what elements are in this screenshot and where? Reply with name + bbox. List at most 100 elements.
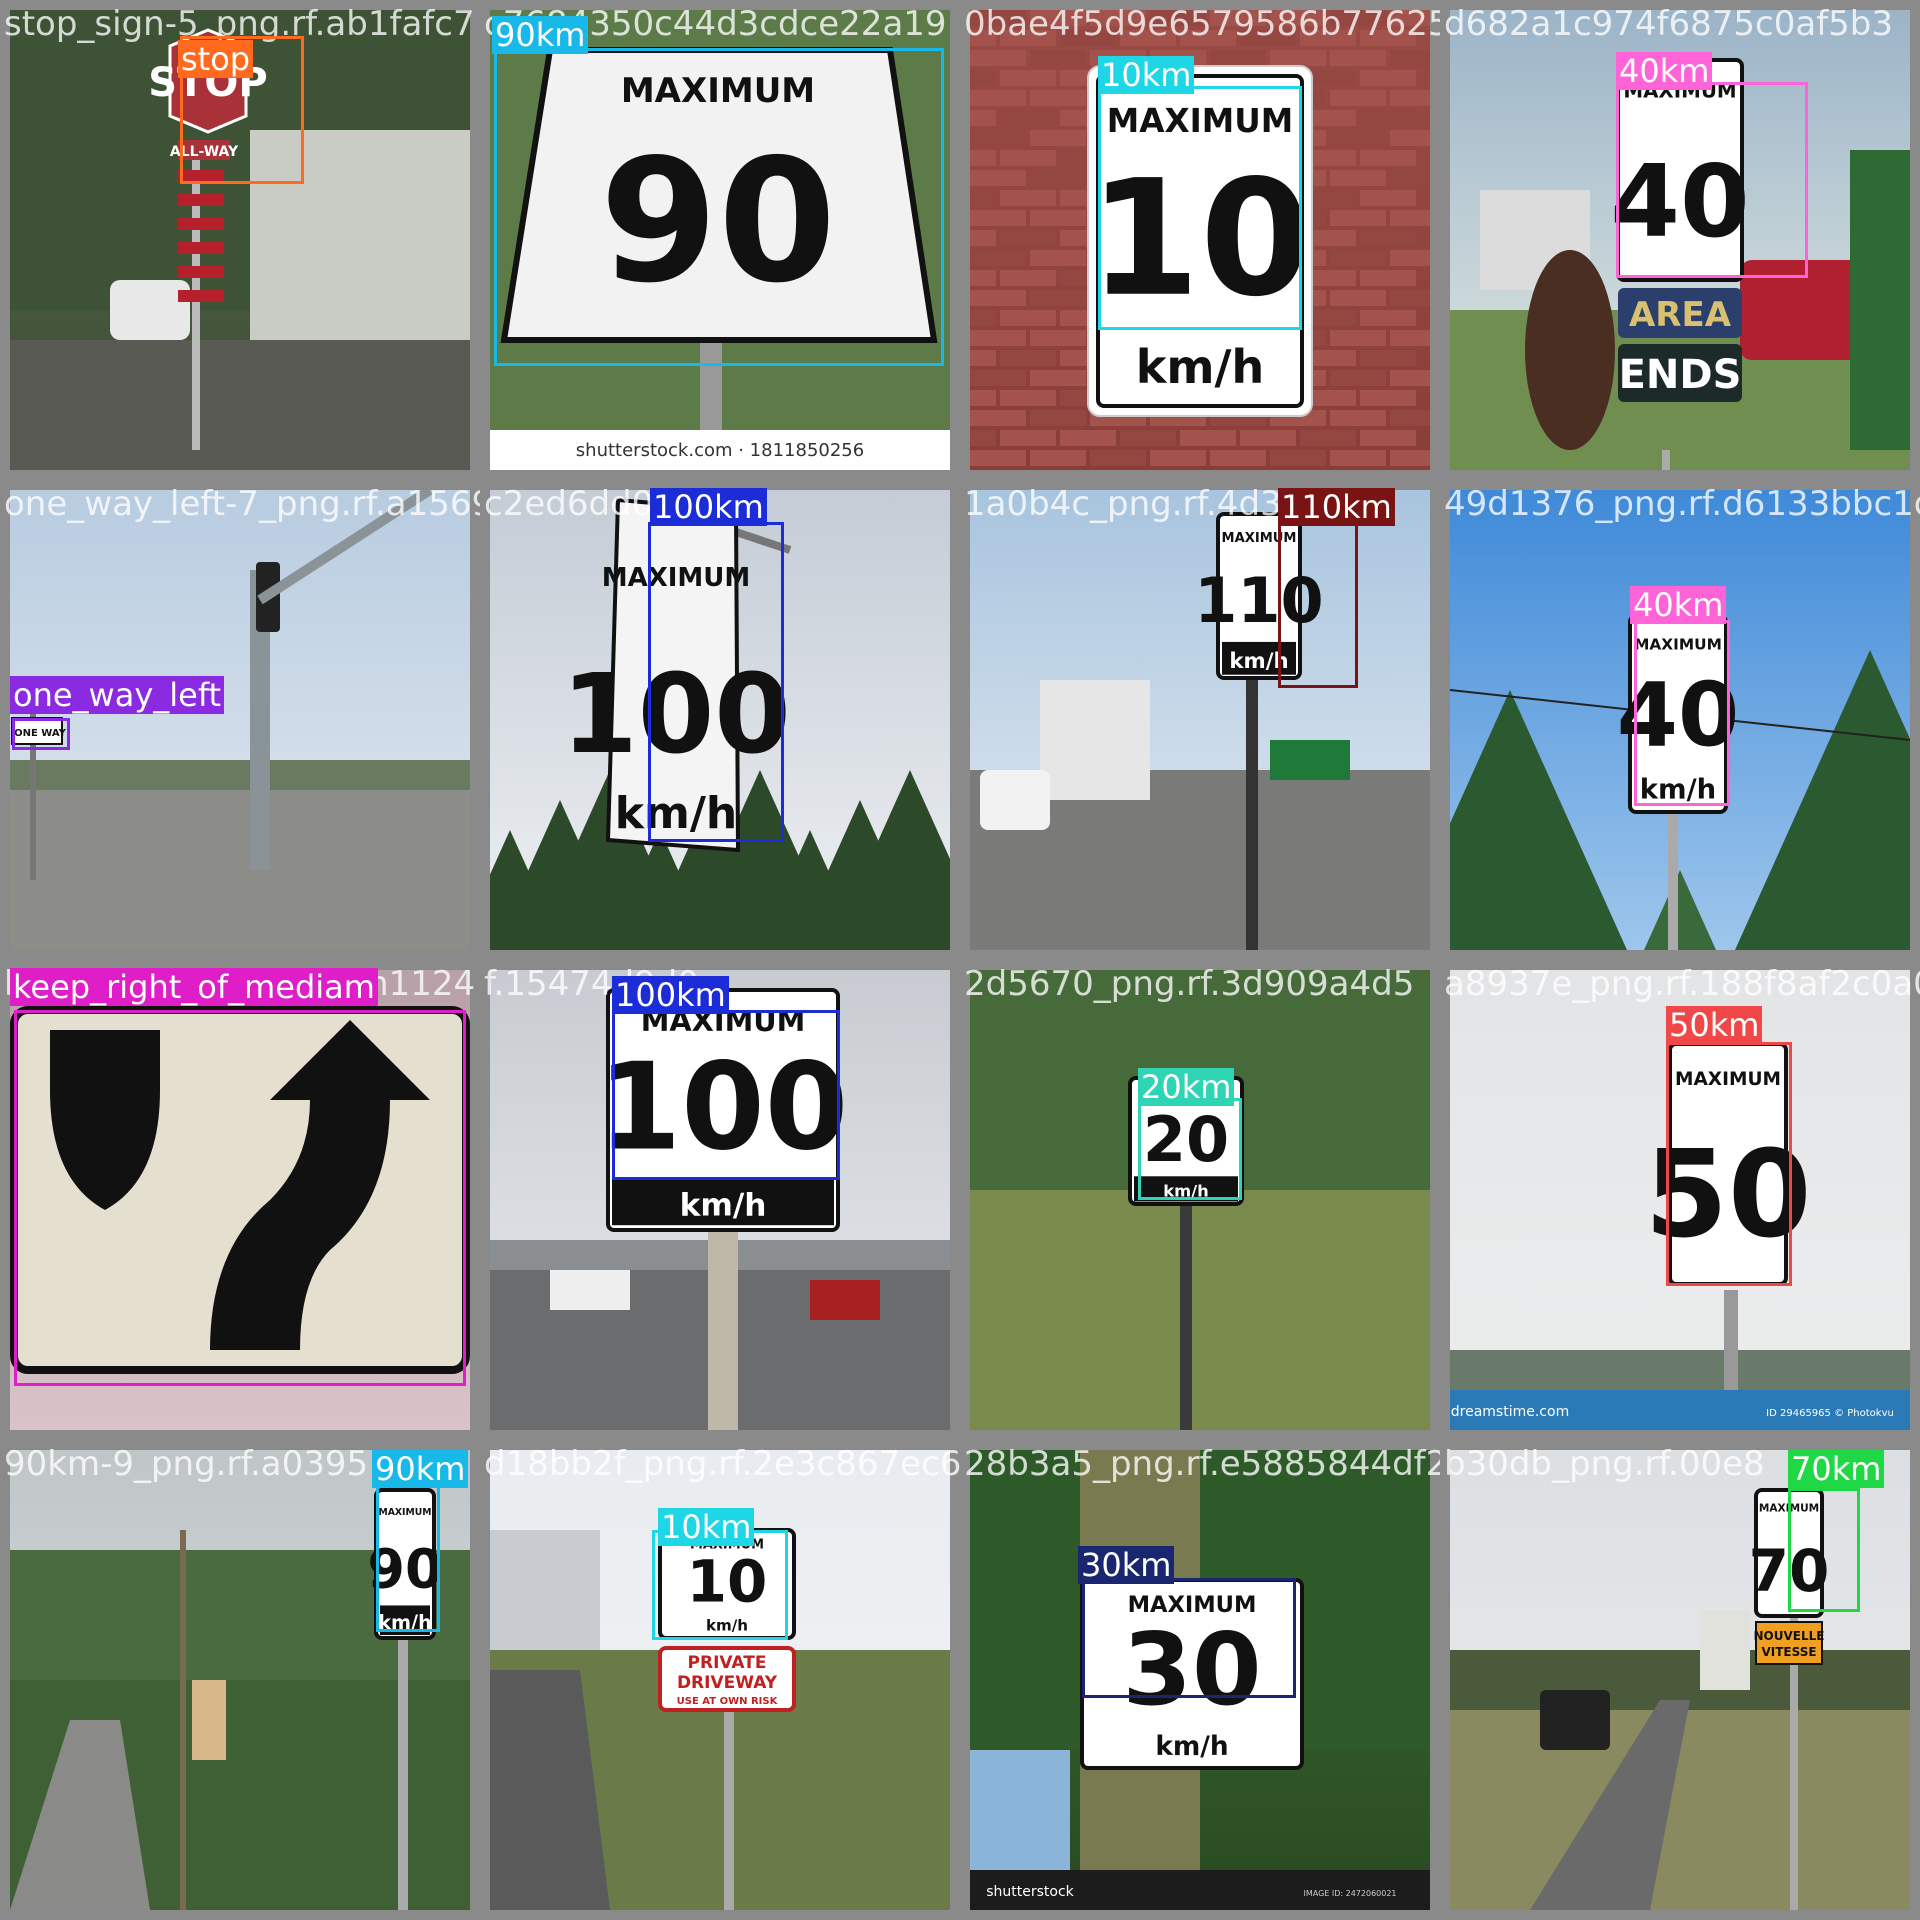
pickup-truck: [1540, 1690, 1610, 1750]
road: [10, 790, 470, 950]
brick: [1180, 30, 1236, 46]
sign-post: [724, 1710, 734, 1910]
sign-maximum-text: MAXIMUM: [1222, 531, 1297, 546]
detection-label: 40km: [1616, 52, 1713, 90]
detection-box: [652, 1530, 788, 1640]
scene-image: shutterstock IMAGE ID: 2472060021MAXIMUM3…: [970, 1450, 1430, 1910]
detection-box: [612, 1010, 840, 1180]
brick: [1270, 10, 1326, 26]
brick: [1000, 310, 1056, 326]
brick: [1210, 50, 1266, 66]
brick: [970, 70, 996, 86]
nouvelle-vitesse-plate: [1755, 1621, 1823, 1665]
sign-unit-text: km/h: [680, 1188, 767, 1224]
mosaic-tile: MAXIMUM 70 NOUVELLE VITESSE b30db_png.rf.00e…: [1440, 1440, 1920, 1920]
sign-number: 100: [561, 650, 791, 778]
brick: [1300, 230, 1356, 246]
detection-box: [1138, 1098, 1242, 1200]
sign-post: [708, 1230, 738, 1430]
hedge: [1850, 150, 1910, 450]
one-way-text: ONE WAY: [14, 728, 67, 739]
brick: [1000, 150, 1056, 166]
sign-unit-text: km/h: [1163, 1181, 1209, 1200]
road: [10, 1720, 150, 1910]
detection-box: [180, 36, 304, 184]
brick: [970, 250, 1026, 266]
brick: [1030, 90, 1086, 106]
brick: [1030, 250, 1086, 266]
brick: [1030, 450, 1086, 466]
sign-unit-text: km/h: [1155, 1732, 1228, 1762]
grass: [970, 1190, 1430, 1430]
driveway-text: DRIVEWAY: [677, 1673, 778, 1693]
brick: [1330, 130, 1386, 146]
median-shape: [50, 1030, 160, 1210]
sign-number: 90: [600, 123, 837, 321]
brick: [1330, 410, 1386, 426]
brick: [1360, 230, 1416, 246]
brick: [1180, 430, 1236, 446]
brick: [970, 10, 1026, 26]
brick: [1270, 50, 1326, 66]
mosaic-tile: MAXIMUM 100 km/h f.15474d9d0c 100km: [480, 960, 960, 1440]
road: [1530, 1700, 1690, 1910]
sign-number: 100: [598, 1038, 849, 1177]
sign-post: [1790, 1570, 1798, 1910]
brick: [1120, 430, 1176, 446]
detection-label: 40km: [1630, 586, 1727, 624]
brick: [1390, 130, 1430, 146]
mosaic-tile: shutterstock IMAGE ID: 2472060021 MAXIMUM 3…: [960, 1440, 1440, 1920]
white-car: [980, 770, 1050, 830]
detection-box: [1634, 620, 1730, 806]
brick: [1000, 70, 1056, 86]
brick: [1360, 70, 1416, 86]
brick: [1360, 190, 1416, 206]
curved-arrow: [210, 1020, 430, 1350]
sign-number: 10: [1089, 145, 1312, 332]
sign-unit-text: km/h: [706, 1616, 748, 1634]
watermark-band: [490, 430, 950, 470]
brick: [1060, 30, 1116, 46]
truck: [550, 1270, 630, 1310]
sign-unit-text: km/h: [1136, 340, 1265, 394]
brick: [970, 210, 1026, 226]
scene-image: MAXIMUM20km/h: [970, 970, 1430, 1430]
tree: [829, 770, 950, 950]
signal-pole: [250, 570, 270, 870]
brick: [1390, 290, 1430, 306]
scene-image: dreamstime.com ID 29465965 © Photokvu MAXI…: [1450, 970, 1910, 1430]
mosaic-tile: MAXIMUM 10 km/h 0bae4f5d9e6579586b77625 10km: [960, 0, 1440, 480]
brick: [1090, 450, 1146, 466]
brick: [1000, 430, 1056, 446]
brick: [1360, 350, 1416, 366]
brick: [1390, 210, 1430, 226]
brick: [1240, 430, 1296, 446]
brick: [1300, 430, 1356, 446]
utility-pole: [180, 1530, 186, 1910]
brick: [1150, 10, 1206, 26]
mosaic-tile: MAXIMUM 110 km/h 1a0b4c_png.rf.4d3 110km: [960, 480, 1440, 960]
scene-image: shutterstock.com · 1811850256 MAXIMUM 90: [490, 10, 950, 470]
brick: [1030, 50, 1086, 66]
detection-box: [1616, 82, 1808, 278]
brick: [1120, 30, 1176, 46]
brick: [970, 130, 1026, 146]
detection-box: [1098, 86, 1302, 330]
sign-unit-text: km/h: [1640, 774, 1716, 805]
brick: [1000, 230, 1056, 246]
detection-label: one_way_left: [10, 676, 225, 714]
brick: [1330, 290, 1386, 306]
brick: [1030, 10, 1086, 26]
brick: [1390, 330, 1430, 346]
watermark-left: dreamstime.com: [1451, 1404, 1569, 1420]
brick: [970, 50, 1026, 66]
brick: [970, 30, 996, 46]
green-guide-sign: [1270, 740, 1350, 780]
gantry-arm: [728, 526, 792, 554]
sign-unit-band: [1222, 641, 1296, 675]
striped-post: [178, 290, 224, 302]
sign-maximum-text: MAXIMUM: [621, 71, 815, 111]
